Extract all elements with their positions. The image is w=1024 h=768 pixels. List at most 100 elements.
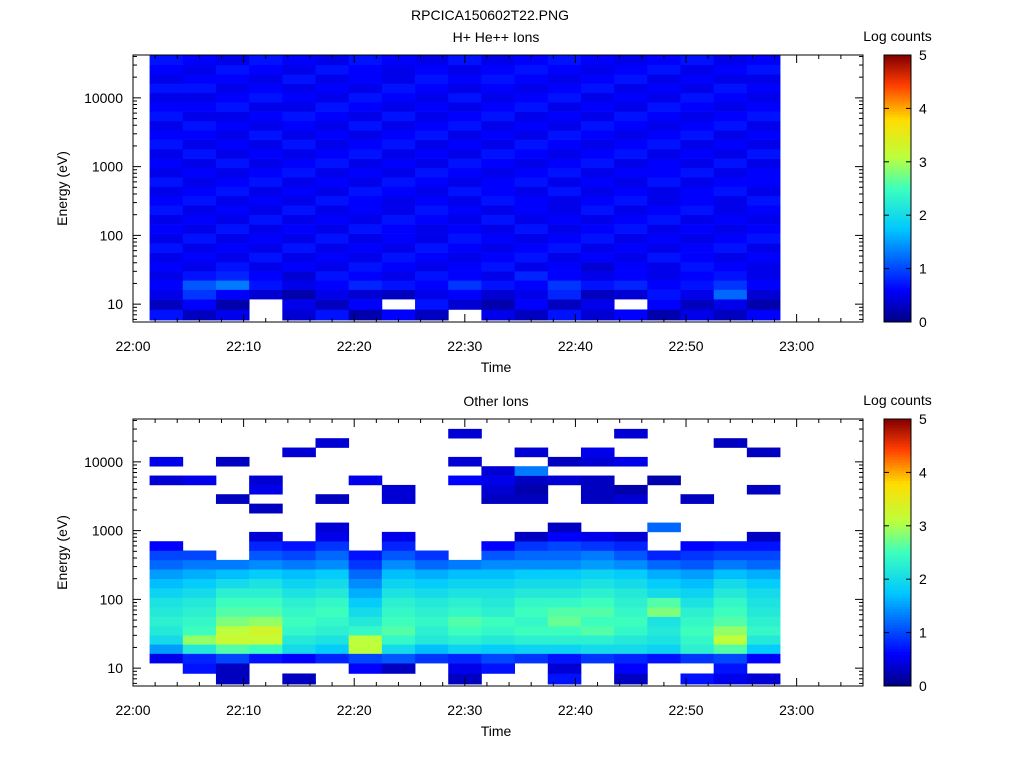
heatmap-cell <box>182 102 217 112</box>
colorbar-segment <box>884 467 911 471</box>
heatmap-cell <box>182 607 217 617</box>
heatmap-cell <box>547 149 582 159</box>
heatmap-cell <box>647 644 681 654</box>
heatmap-cell <box>547 167 582 178</box>
heatmap-cell <box>182 111 217 122</box>
colorbar-segment <box>884 265 911 270</box>
heatmap-cell <box>315 177 350 187</box>
colorbar-segment <box>884 547 911 551</box>
heatmap-cell <box>647 289 681 300</box>
heatmap-cell <box>746 299 781 310</box>
colorbar-segment <box>884 209 911 214</box>
heatmap-cell <box>746 214 781 225</box>
heatmap-cell <box>315 92 350 103</box>
heatmap-cell <box>182 309 217 321</box>
heatmap-cell <box>448 252 482 263</box>
heatmap-cell <box>348 280 383 290</box>
heatmap-cell <box>713 289 748 300</box>
heatmap-cell <box>315 158 350 169</box>
colorbar-segment <box>884 461 911 465</box>
heatmap-cell <box>580 447 615 458</box>
heatmap-cell <box>514 233 549 244</box>
colorbar-segment <box>884 589 911 594</box>
heatmap-cell <box>149 541 184 551</box>
heatmap-cell <box>149 139 184 150</box>
heatmap-cell <box>680 550 715 561</box>
heatmap-cell <box>448 653 482 664</box>
heatmap-cell <box>215 92 250 103</box>
heatmap-cell <box>415 289 449 300</box>
colorbar-segment <box>884 311 911 315</box>
heatmap-cell <box>614 280 648 290</box>
heatmap-cell <box>249 177 283 187</box>
heatmap-cell <box>713 597 748 608</box>
heatmap-cell <box>215 653 250 664</box>
heatmap-cell <box>215 588 250 598</box>
heatmap-cell <box>348 243 383 253</box>
heatmap-cell <box>580 653 615 664</box>
heatmap-cell <box>415 243 449 253</box>
heatmap-cell <box>448 663 482 674</box>
colorbar-segment <box>884 140 911 144</box>
heatmap-cell <box>547 64 582 75</box>
heatmap-cell <box>348 262 383 272</box>
heatmap-cell <box>182 626 217 636</box>
heatmap-cell <box>680 616 715 627</box>
heatmap-cell <box>415 653 449 664</box>
heatmap-cell <box>514 569 549 579</box>
colorbar-segment <box>884 549 911 553</box>
heatmap-cell <box>381 252 416 263</box>
heatmap-cell <box>348 299 383 310</box>
heatmap-cell <box>249 111 283 122</box>
heatmap-cell <box>282 271 316 281</box>
heatmap-cell <box>514 299 549 310</box>
heatmap-cell <box>348 214 383 225</box>
heatmap-cell <box>481 653 515 664</box>
colorbar-segment <box>884 71 911 75</box>
heatmap-cell <box>614 569 648 579</box>
colorbar-segment <box>884 493 911 497</box>
heatmap-cell <box>149 653 184 664</box>
heatmap-cell <box>249 588 283 598</box>
colorbar-segment <box>884 560 911 564</box>
heatmap-cell <box>481 644 515 654</box>
heatmap-cell <box>315 186 350 197</box>
heatmap-cell <box>713 83 748 94</box>
heatmap-cells <box>149 428 781 685</box>
heatmap-cell <box>713 280 748 290</box>
colorbar-segment <box>884 584 911 588</box>
heatmap-cell <box>481 466 515 476</box>
heatmap-cell <box>315 559 350 570</box>
colorbar-segment <box>884 84 911 88</box>
heatmap-cell <box>614 559 648 570</box>
colorbar-segment <box>884 595 911 599</box>
heatmap-cell <box>282 626 316 636</box>
heatmap-cell <box>415 597 449 608</box>
heatmap-cell <box>580 64 615 75</box>
heatmap-cell <box>415 233 449 244</box>
colorbar-segment <box>884 220 911 224</box>
heatmap-cell <box>481 607 515 617</box>
heatmap-cell <box>448 149 482 159</box>
heatmap-cell <box>348 167 383 178</box>
heatmap-cell <box>315 224 350 234</box>
heatmap-cell <box>746 130 781 140</box>
heatmap-cell <box>215 186 250 197</box>
heatmap-cell <box>680 83 715 94</box>
heatmap-cell <box>580 644 615 654</box>
colorbar-segment <box>884 592 911 596</box>
heatmap-cell <box>746 120 781 131</box>
heatmap-cell <box>713 271 748 281</box>
heatmap-cell <box>580 289 615 300</box>
heatmap-cell <box>448 233 482 244</box>
heatmap-cell <box>647 243 681 253</box>
heatmap-cell <box>647 55 681 66</box>
colorbar: 0 1 2 3 4 5 Log counts <box>863 28 932 330</box>
colorbar-segment <box>884 156 911 160</box>
colorbar-segment <box>884 640 911 644</box>
colorbar-segment <box>884 568 911 572</box>
colorbar-segment <box>884 273 911 278</box>
heatmap-cell <box>182 55 217 66</box>
colorbar-segment <box>884 619 911 623</box>
heatmap-cell <box>149 149 184 159</box>
